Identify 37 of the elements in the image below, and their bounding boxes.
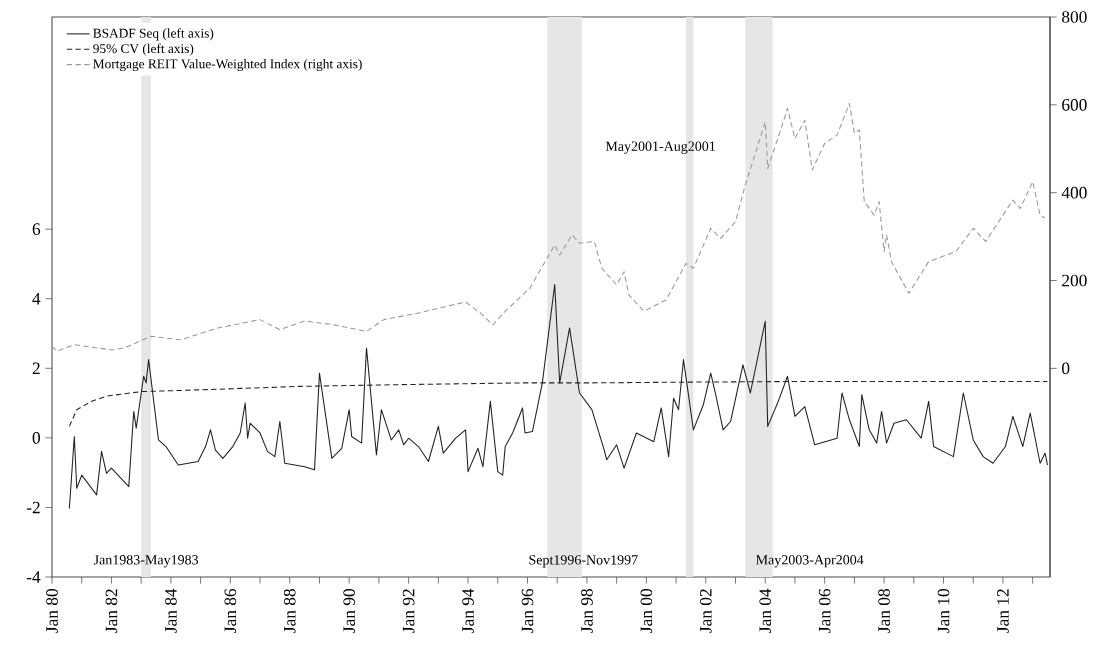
- legend-label: Mortgage REIT Value-Weighted Index (right axis): [93, 58, 362, 72]
- line-series: [52, 102, 1046, 352]
- x-tick-label: Jan 80: [46, 589, 58, 633]
- band-label: Jan1983-May1983: [93, 555, 199, 568]
- line-series: [68, 283, 1049, 510]
- legend-label: BSADF Seq (left axis): [93, 28, 214, 41]
- x-tick-label: Jan 86: [224, 588, 237, 633]
- x-tick-label: Jan 00: [640, 589, 653, 633]
- x-tick-label: Jan 04: [759, 588, 772, 633]
- y-tick-label: -2: [26, 501, 40, 514]
- y2-tick-label: 0: [1062, 362, 1070, 375]
- y-tick-label: 4: [32, 293, 41, 305]
- y2-tick-label: 600: [1062, 99, 1087, 111]
- x-tick-label: Jan 10: [937, 589, 950, 633]
- x-tick-label: Jan 06: [818, 588, 831, 633]
- y2-tick-label: 400: [1061, 186, 1087, 199]
- y-tick-label: 2: [32, 362, 40, 375]
- band-label: Sept1996-Nov1997: [529, 555, 638, 568]
- y-tick-label: 6: [32, 223, 41, 235]
- band-label: May2003-Apr2004: [756, 555, 864, 568]
- x-tick-label: Jan 92: [402, 589, 415, 633]
- x-tick-label: Jan 08: [878, 589, 890, 633]
- y2-tick-label: 800: [1062, 11, 1087, 23]
- x-tick-label: Jan 84: [165, 588, 177, 633]
- x-tick-label: Jan 02: [699, 589, 712, 633]
- y-tick-label: -4: [26, 571, 41, 583]
- band-label: May2001-Aug2001: [605, 141, 715, 154]
- legend-label: 95% CV (left axis): [93, 43, 194, 56]
- x-tick-label: Jan 94: [462, 588, 474, 633]
- x-tick-label: Jan 82: [105, 589, 118, 633]
- y-tick-label: 0: [32, 432, 40, 444]
- x-tick-label: Jan 98: [581, 589, 593, 633]
- x-tick-label: Jan 90: [343, 589, 356, 633]
- x-tick-label: Jan 96: [521, 588, 534, 633]
- x-tick-label: Jan 88: [283, 589, 296, 633]
- y2-tick-label: 200: [1062, 274, 1087, 287]
- x-tick-label: Jan 12: [997, 589, 1009, 633]
